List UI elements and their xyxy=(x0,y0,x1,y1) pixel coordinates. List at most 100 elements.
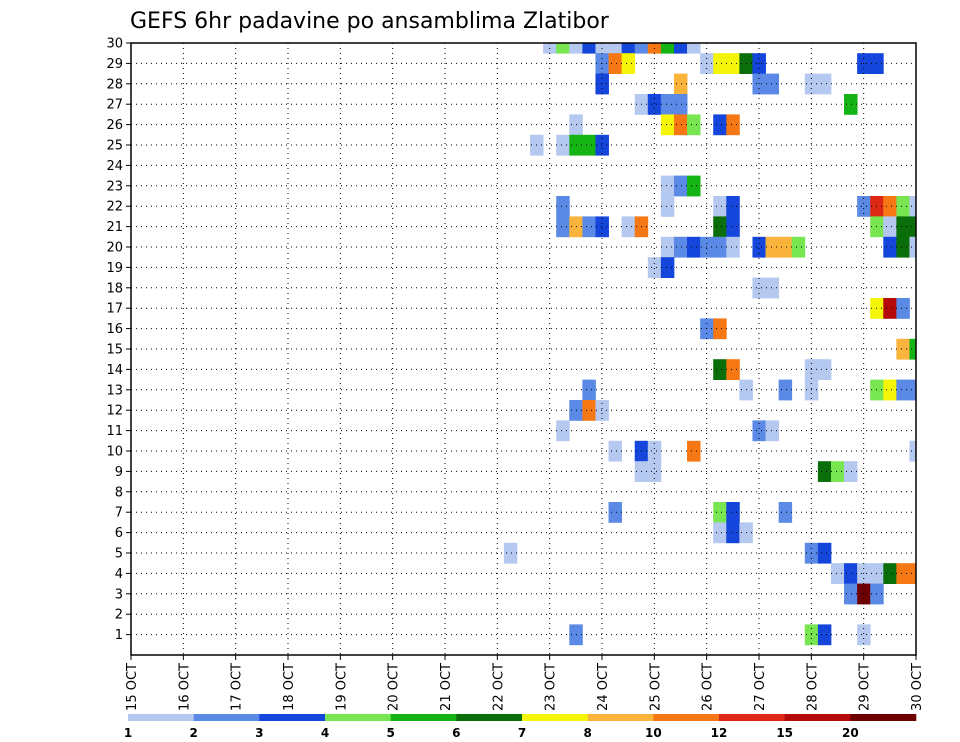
heatmap-cell xyxy=(909,196,916,217)
x-tick-label: 26 OCT xyxy=(701,663,716,711)
heatmap-cell xyxy=(830,461,845,482)
heatmap-cell xyxy=(778,379,793,401)
heatmap-cell xyxy=(569,43,583,54)
heatmap-cell xyxy=(896,298,910,319)
heatmap-cell xyxy=(556,420,570,442)
heatmap-cell xyxy=(713,359,727,380)
y-tick-label: 3 xyxy=(115,587,123,602)
heatmap-cell xyxy=(726,522,740,544)
heatmap-cell xyxy=(687,114,701,136)
legend-swatch xyxy=(325,714,391,721)
heatmap-cell xyxy=(883,298,897,319)
y-tick-label: 8 xyxy=(115,485,123,500)
heatmap-cell xyxy=(883,196,897,217)
legend-label: 2 xyxy=(189,726,197,740)
heatmap-cell xyxy=(817,624,832,646)
heatmap-cell xyxy=(582,216,596,238)
legend-label: 1 xyxy=(124,726,132,740)
legend-swatch xyxy=(128,714,194,721)
y-tick-label: 9 xyxy=(115,465,123,480)
y-tick-label: 1 xyxy=(115,628,123,643)
heatmap-cell xyxy=(909,379,916,401)
heatmap-cell xyxy=(660,236,675,258)
y-tick-label: 29 xyxy=(106,57,123,72)
legend-swatch xyxy=(850,714,917,721)
heatmap-cell xyxy=(923,441,936,462)
heatmap-cell xyxy=(923,380,936,401)
y-tick-label: 19 xyxy=(106,261,123,276)
heatmap-cell xyxy=(687,440,701,462)
heatmap-cell xyxy=(726,53,740,74)
x-tick-label: 15 OCT xyxy=(125,663,140,711)
heatmap-cell xyxy=(909,440,916,462)
y-tick-label: 4 xyxy=(115,567,123,582)
y-axis-ticks: 1234567891011121314151617181920212223242… xyxy=(106,37,131,643)
heatmap-cell xyxy=(857,196,871,217)
legend-label: 12 xyxy=(711,726,728,740)
heatmap-cell xyxy=(621,216,636,238)
heatmap-cell xyxy=(673,94,688,115)
y-tick-label: 27 xyxy=(106,98,123,113)
heatmap-cell xyxy=(647,440,662,462)
heatmap-cell xyxy=(673,73,688,95)
y-tick-label: 11 xyxy=(106,424,123,439)
y-tick-label: 14 xyxy=(106,363,123,378)
y-tick-label: 28 xyxy=(106,77,123,92)
y-tick-label: 2 xyxy=(115,608,123,623)
legend-label: 20 xyxy=(842,726,859,740)
y-tick-label: 5 xyxy=(115,547,123,562)
heatmap-cell xyxy=(660,43,675,54)
heatmap-cell xyxy=(817,73,832,95)
heatmap-cell xyxy=(883,563,897,584)
heatmap-cell xyxy=(647,94,662,115)
heatmap-cell xyxy=(909,563,916,584)
heatmap-cell xyxy=(726,236,740,258)
heatmap-cell xyxy=(687,43,701,54)
legend-swatch xyxy=(259,714,326,721)
heatmap-cell xyxy=(909,338,916,360)
heatmap-cell xyxy=(713,522,727,544)
heatmap-cells xyxy=(503,43,949,646)
heatmap-cell xyxy=(765,277,780,299)
legend-swatch xyxy=(653,714,720,721)
heatmap-cell xyxy=(726,196,740,217)
heatmap-cell xyxy=(608,440,623,462)
heatmap-cell xyxy=(595,216,609,238)
plot-frame xyxy=(130,42,917,656)
color-legend: 1 2 3 4 5 6 7 8 10 12 15 20 xyxy=(124,714,917,740)
heatmap-cell xyxy=(556,196,570,217)
legend-swatch xyxy=(456,714,523,721)
heatmap-cell xyxy=(503,542,518,564)
heatmap-cell xyxy=(896,196,910,217)
heatmap-cell xyxy=(817,461,832,482)
heatmap-cell xyxy=(647,461,662,482)
legend-swatch xyxy=(719,714,785,721)
legend-swatch xyxy=(784,714,851,721)
heatmap-cell xyxy=(582,43,596,54)
y-tick-label: 24 xyxy=(106,159,123,174)
heatmap-cell xyxy=(673,236,688,258)
legend-swatch xyxy=(193,714,260,721)
x-tick-label: 23 OCT xyxy=(544,663,559,711)
heatmap-cell xyxy=(673,43,688,54)
heatmap-cell xyxy=(844,94,858,115)
heatmap-cell xyxy=(765,73,780,95)
heatmap-cell xyxy=(936,216,949,237)
heatmap-cell xyxy=(752,236,766,258)
heatmap-cell xyxy=(608,53,623,74)
legend-label: 4 xyxy=(321,726,329,740)
heatmap-cell xyxy=(556,216,570,238)
heatmap-cell xyxy=(621,53,636,74)
grid-lines xyxy=(131,43,916,655)
x-tick-label: 25 OCT xyxy=(648,663,663,711)
y-tick-label: 25 xyxy=(106,139,123,154)
heatmap-cell xyxy=(726,216,740,238)
y-tick-label: 13 xyxy=(106,383,123,398)
y-tick-label: 20 xyxy=(106,241,123,256)
heatmap-cell xyxy=(726,359,740,380)
heatmap-cell xyxy=(830,563,845,584)
heatmap-cell xyxy=(923,563,936,584)
y-tick-label: 16 xyxy=(106,322,123,337)
heatmap-cell xyxy=(673,114,688,136)
